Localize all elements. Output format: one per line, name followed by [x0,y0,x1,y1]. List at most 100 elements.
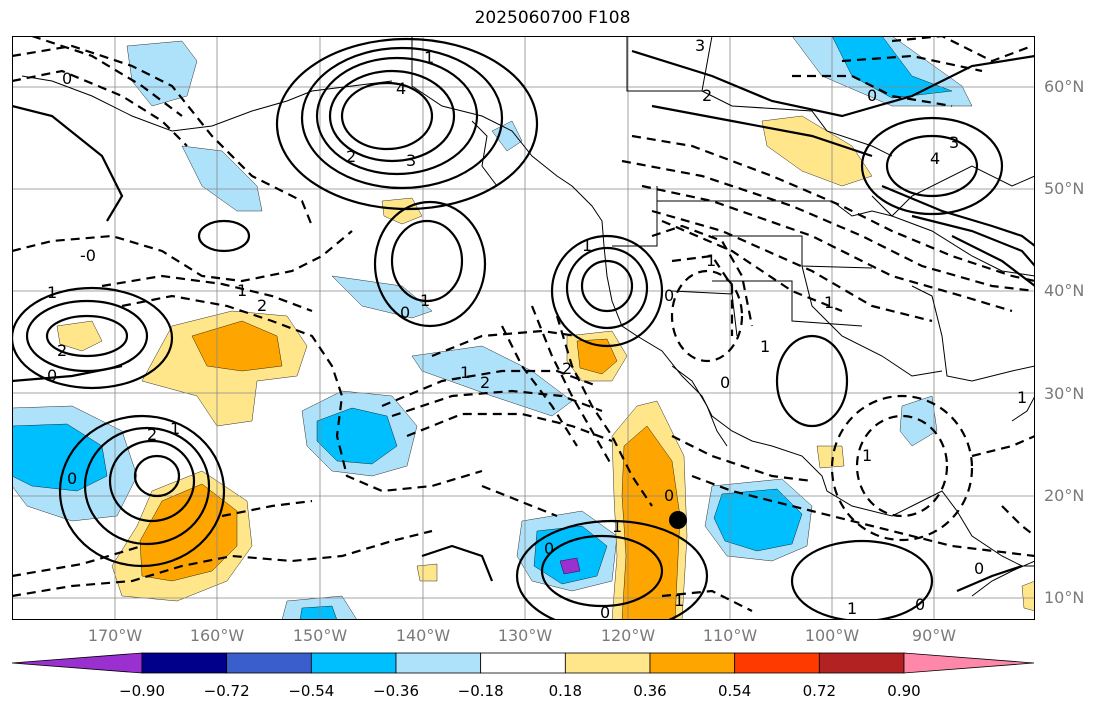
contour-label: 1 [824,293,834,312]
dashed-contour [12,230,353,283]
dashed-contour [661,219,843,313]
blue-shade [899,395,938,447]
contour-layer-dashed [12,36,1035,612]
dashed-contour [651,209,933,323]
solid-contour [340,81,434,151]
dashed-contour [530,305,613,467]
dashed-contour [221,499,313,518]
dashed-contour [381,369,598,408]
lat-label: 30°N [1044,384,1085,403]
contour-label: 4 [930,149,940,168]
colorbar-tick-label: 0.72 [802,682,837,700]
colorbar-segment [310,652,397,674]
contour-label: 0 [974,559,984,578]
colorbar-segment [480,652,566,674]
dashed-contour [891,36,1033,63]
colorbar-tick-label: −0.90 [119,682,165,700]
colorbar-segment [818,652,905,674]
solid-contour [911,214,1035,267]
solid-contour [275,37,539,211]
contour-label: 0 [867,86,877,105]
solid-contour [108,439,196,523]
colorbar-segment [564,652,651,674]
contour-label: 0 [67,469,77,488]
dashed-contour [621,159,1035,293]
dashed-contour [101,274,313,313]
contour-label: 0 [664,486,674,505]
dashed-contour [841,54,983,73]
contour-label: 2 [57,341,67,360]
orange-shade [1021,580,1035,612]
solid-contour [860,116,1004,216]
solid-contour [390,219,464,303]
contour-label: 0 [720,373,730,392]
contour-label: 1 [420,291,430,310]
lon-label: 100°W [804,626,860,645]
colorbar-tick-label: 0.90 [887,682,921,700]
solid-contour [775,334,849,428]
contour-label: 2 [257,296,267,315]
solid-contour [12,104,124,222]
orange-shade [621,425,681,620]
dashed-contour [121,294,483,493]
solid-contour [12,286,174,390]
blue-shade [126,40,198,107]
dashed-contour [830,394,974,542]
solid-contour [956,564,1023,593]
dashed-contour [12,544,143,578]
colorbar-tick-label: 0.36 [633,682,667,700]
solid-contour [25,299,149,373]
lat-label: 50°N [1044,179,1085,198]
contour-label: 2 [702,86,712,105]
solid-contour [565,246,649,330]
lon-label: 170°W [87,626,143,645]
contour-label: 0 [400,303,410,322]
contour-label: 1 [582,236,592,255]
dashed-contour [481,484,558,518]
contour-label: 1 [460,363,470,382]
lon-label: 120°W [600,626,656,645]
contour-label: 3 [695,36,705,55]
colorbar-tick-label: −0.72 [203,682,250,700]
contour-label: 0 [47,366,57,385]
lat-label: 10°N [1044,588,1085,607]
orange-shade [576,338,618,375]
colorbar-tick-label: −0.18 [457,682,504,700]
colorbar-segment [734,652,820,674]
contour-label: 3 [406,151,416,170]
blue-shade [181,145,263,212]
dashed-contour [661,589,753,612]
solid-contour [651,104,873,158]
contour-label: 1 [612,517,622,536]
contour-label: 1 [424,48,434,67]
colorbar-tick-label: −0.36 [373,682,419,700]
colorbar-segment [649,652,736,674]
blue-shade [299,605,338,620]
orange-shade [416,563,438,582]
solid-contour [133,454,181,498]
lon-label: 160°W [189,626,245,645]
contour-label: 1 [47,283,57,302]
dashed-contour [855,414,949,518]
solid-contour [58,414,226,568]
colorbar-segment [395,652,482,674]
lat-label: 20°N [1044,486,1085,505]
solid-contour [197,219,251,253]
blue-shade [12,423,108,492]
solid-contour [631,49,1035,118]
solid-contour [83,426,211,546]
solid-contour [12,364,123,383]
solid-contour [300,46,504,190]
dashed-contour [691,474,1035,558]
contour-label: 1 [847,599,857,618]
contour-label: 1 [706,251,716,270]
contour-label: 2 [480,373,490,392]
contour-label: 1 [170,419,180,438]
lat-label: 40°N [1044,281,1085,300]
dashed-contour [631,134,1035,283]
solid-contour [885,134,979,198]
lon-label: 90°W [911,626,957,645]
dashed-contour [555,315,653,507]
solid-contour [45,314,129,358]
dashed-contour [391,389,603,418]
